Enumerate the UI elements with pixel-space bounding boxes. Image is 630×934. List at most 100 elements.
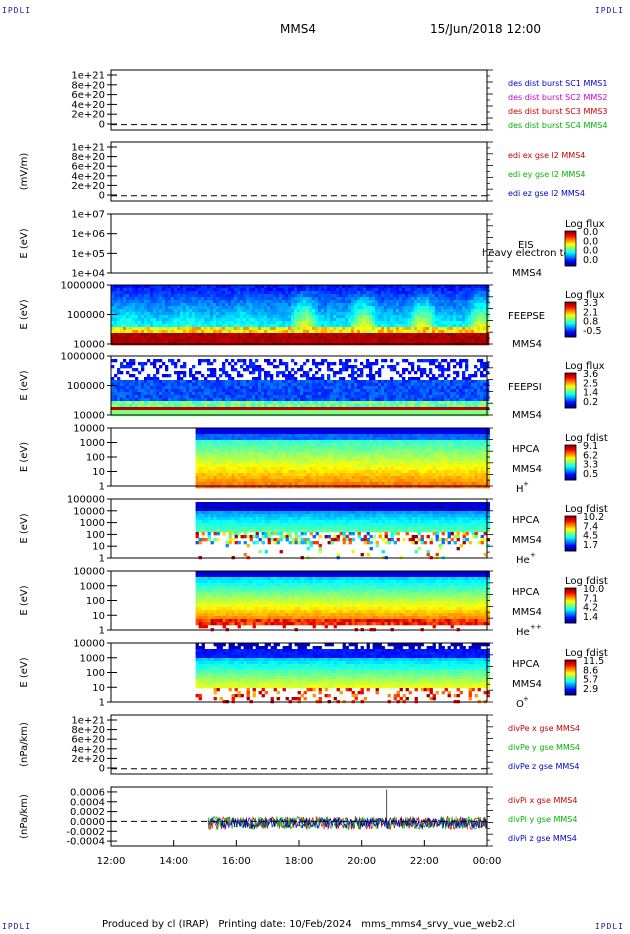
heatmap-cell	[120, 386, 124, 390]
heatmap-cell	[486, 288, 490, 292]
heatmap-cell	[285, 383, 289, 387]
heatmap-cell	[129, 380, 133, 384]
heatmap-cell	[381, 407, 385, 411]
heatmap-cell	[228, 333, 232, 337]
heatmap-cell	[360, 309, 364, 313]
heatmap-cell	[306, 407, 310, 411]
heatmap-cell	[252, 395, 256, 399]
heatmap-cell	[429, 300, 433, 304]
heatmap-cell	[360, 327, 364, 331]
heatmap-cell	[210, 407, 214, 411]
heatmap-cell	[441, 336, 445, 340]
heatmap-cell	[414, 291, 418, 295]
heatmap-cell	[189, 327, 193, 331]
heatmap-cell	[414, 336, 418, 340]
heatmap-cell	[354, 410, 358, 414]
heatmap-cell	[330, 285, 334, 289]
heatmap-cell	[369, 297, 373, 301]
heatmap-cell	[174, 294, 178, 298]
heatmap-cell	[144, 401, 148, 405]
heatmap-cell	[201, 443, 205, 447]
heatmap-cell	[435, 324, 439, 328]
heatmap-cell	[387, 300, 391, 304]
heatmap-cell	[360, 303, 364, 307]
heatmap-cell	[231, 377, 235, 381]
colorbar-swatch	[565, 321, 576, 324]
heatmap-cell	[267, 374, 271, 378]
heatmap-cell	[465, 398, 469, 402]
heatmap-cell	[405, 380, 409, 384]
heatmap-cell	[441, 410, 445, 414]
heatmap-cell	[171, 300, 175, 304]
heatmap-cell	[255, 306, 259, 310]
heatmap-cell	[366, 374, 370, 378]
heatmap-cell	[396, 327, 400, 331]
heatmap-cell	[357, 336, 361, 340]
heatmap-cell	[258, 297, 262, 301]
heatmap-cell	[402, 285, 406, 289]
heatmap-cell	[444, 303, 448, 307]
heatmap-cell	[138, 297, 142, 301]
heatmap-cell	[237, 383, 241, 387]
heatmap-cell	[327, 383, 331, 387]
heatmap-cell	[429, 377, 433, 381]
heatmap-cell	[474, 410, 478, 414]
heatmap-cell	[210, 321, 214, 325]
heatmap-cell	[303, 401, 307, 405]
heatmap-cell	[360, 288, 364, 292]
heatmap-cell	[279, 312, 283, 316]
heatmap-cell	[417, 294, 421, 298]
heatmap-cell	[183, 389, 187, 393]
heatmap-cell	[471, 392, 475, 396]
heatmap-cell	[333, 315, 337, 319]
heatmap-cell	[324, 300, 328, 304]
heatmap-cell	[192, 288, 196, 292]
heatmap-cell	[471, 285, 475, 289]
heatmap-cell	[228, 407, 232, 411]
heatmap-cell	[408, 380, 412, 384]
heatmap-cell	[375, 294, 379, 298]
heatmap-cell	[138, 404, 142, 408]
heatmap-cell	[294, 389, 298, 393]
heatmap-cell	[285, 294, 289, 298]
heatmap-cell	[273, 291, 277, 295]
heatmap-cell	[213, 443, 217, 447]
heatmap-cell	[432, 383, 436, 387]
heatmap-cell	[216, 428, 220, 432]
heatmap-cell	[309, 392, 313, 396]
heatmap-cell	[429, 303, 433, 307]
heatmap-cell	[183, 336, 187, 340]
heatmap-cell	[243, 336, 247, 340]
heatmap-cell	[243, 392, 247, 396]
heatmap-cell	[189, 395, 193, 399]
heatmap-cell	[432, 306, 436, 310]
heatmap-cell	[192, 324, 196, 328]
heatmap-cell	[171, 383, 175, 387]
heatmap-cell	[363, 294, 367, 298]
heatmap-cell	[234, 333, 238, 337]
heatmap-cell	[168, 389, 172, 393]
colorbar-swatch	[565, 312, 576, 315]
heatmap-cell	[393, 368, 397, 372]
heatmap-cell	[348, 386, 352, 390]
heatmap-cell	[396, 336, 400, 340]
heatmap-cell	[336, 321, 340, 325]
heatmap-cell	[417, 339, 421, 343]
heatmap-cell	[285, 404, 289, 408]
heatmap-cell	[282, 371, 286, 375]
heatmap-cell	[183, 371, 187, 375]
heatmap-cell	[240, 374, 244, 378]
heatmap-cell	[471, 380, 475, 384]
heatmap-cell	[309, 389, 313, 393]
heatmap-cell	[438, 318, 442, 322]
heatmap-cell	[363, 398, 367, 402]
heatmap-cell	[345, 315, 349, 319]
heatmap-cell	[336, 315, 340, 319]
heatmap-cell	[462, 333, 466, 337]
heatmap-cell	[180, 392, 184, 396]
heatmap-cell	[369, 380, 373, 384]
heatmap-cell	[264, 294, 268, 298]
heatmap-cell	[414, 327, 418, 331]
heatmap-cell	[120, 339, 124, 343]
heatmap-cell	[231, 330, 235, 334]
